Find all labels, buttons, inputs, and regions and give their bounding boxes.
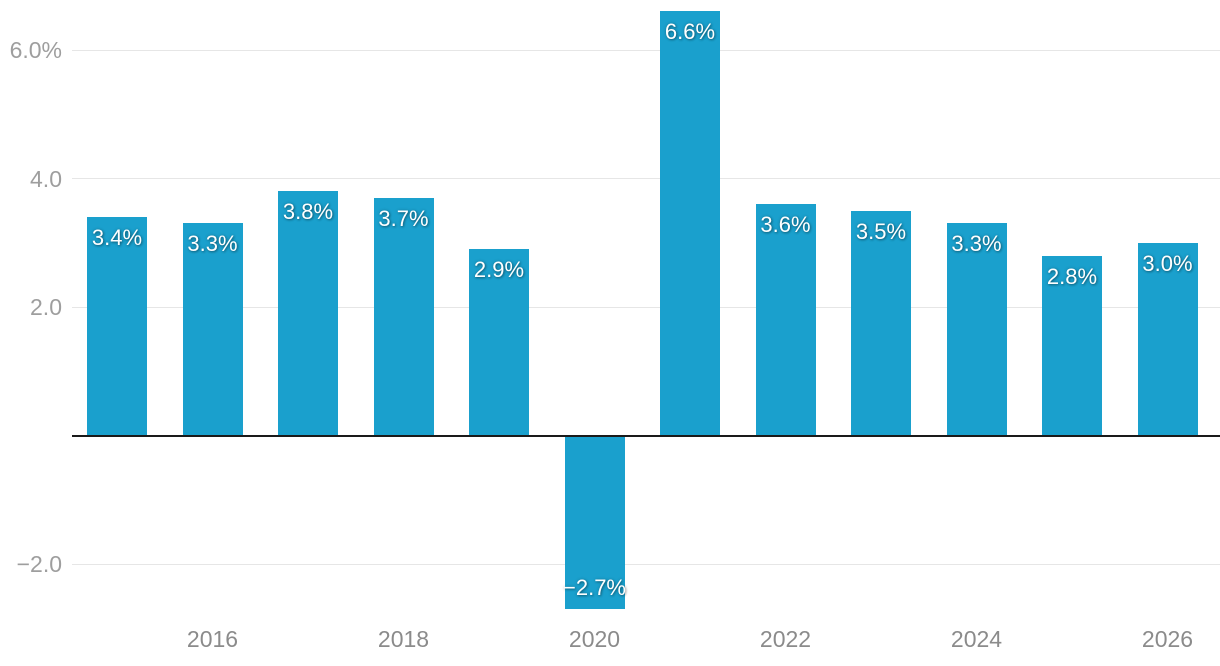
y-axis-tick-label: 2.0 xyxy=(30,294,62,320)
x-axis-tick-label: 2018 xyxy=(377,626,430,652)
bar-2015[interactable] xyxy=(87,217,147,436)
bar-2021[interactable] xyxy=(660,11,720,436)
x-axis-tick-label: 2020 xyxy=(568,626,621,652)
x-axis-tick-label: 2026 xyxy=(1141,626,1194,652)
gridline xyxy=(72,563,1220,565)
bar-2019[interactable] xyxy=(469,249,529,436)
x-axis-tick-label: 2016 xyxy=(186,626,239,652)
bar-2026[interactable] xyxy=(1137,242,1198,436)
bar-2018[interactable] xyxy=(373,197,434,436)
bar-2017[interactable] xyxy=(278,191,338,436)
y-axis-tick-label: 6.0% xyxy=(9,37,62,63)
gridline xyxy=(72,178,1220,179)
x-axis-tick-label: 2024 xyxy=(950,626,1003,652)
y-axis-tick-label: −2.0 xyxy=(16,551,62,577)
x-axis-tick-label: 2022 xyxy=(759,626,812,652)
zero-axis-line xyxy=(72,434,1220,437)
y-axis-tick-label: 4.0 xyxy=(30,165,62,192)
bar-2023[interactable] xyxy=(851,210,911,436)
bar-2022[interactable] xyxy=(755,204,816,436)
gridline xyxy=(72,49,1220,51)
bar-2024[interactable] xyxy=(946,223,1007,436)
gridline xyxy=(72,306,1220,308)
bar-2025[interactable] xyxy=(1042,255,1102,436)
bar-2020[interactable] xyxy=(564,435,625,609)
bar-2016[interactable] xyxy=(182,223,243,436)
